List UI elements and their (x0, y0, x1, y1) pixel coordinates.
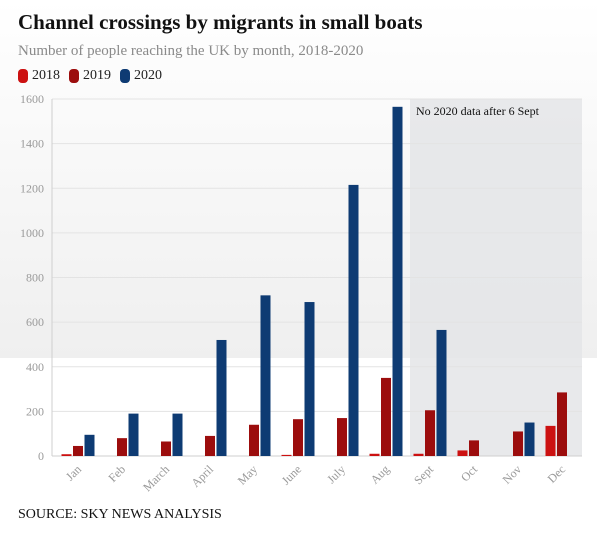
y-tick-label: 0 (38, 449, 44, 463)
x-tick-label: Dec (545, 462, 569, 486)
annotation-text: No 2020 data after 6 Sept (416, 104, 540, 118)
chart-title: Channel crossings by migrants in small b… (18, 10, 423, 34)
x-tick-label: Sept (411, 462, 436, 487)
legend-label-2019: 2019 (83, 68, 111, 83)
bar-2019-july (337, 418, 347, 456)
x-tick-label: Nov (500, 462, 525, 487)
x-tick-label: Feb (105, 462, 128, 485)
y-tick-label: 200 (26, 404, 44, 418)
bar-2020-may (260, 295, 271, 456)
y-tick-label: 800 (26, 271, 44, 285)
bar-2019-sept (425, 410, 435, 456)
legend-item-2020: 2020 (120, 68, 162, 84)
x-tick-label: Aug (368, 462, 393, 487)
x-tick-label: June (279, 462, 304, 487)
bar-2018-sept (413, 453, 424, 456)
y-tick-label: 1000 (20, 226, 44, 240)
y-tick-label: 400 (26, 360, 44, 374)
legend-label-2018: 2018 (32, 68, 60, 83)
x-tick-label: May (235, 462, 260, 487)
legend-swatch-2020 (120, 69, 130, 83)
legend-swatch-2018 (18, 69, 28, 83)
y-tick-label: 1600 (20, 92, 44, 106)
bar-2020-july (348, 184, 359, 456)
y-tick-label: 600 (26, 315, 44, 329)
bar-2018-dec (545, 425, 556, 456)
bar-2018-june (281, 454, 292, 456)
x-tick-label: Oct (458, 462, 481, 485)
y-tick-label: 1200 (20, 181, 44, 195)
bar-2019-nov (513, 431, 523, 456)
bar-2019-aug (381, 377, 391, 456)
legend: 2018 2019 2020 (18, 67, 171, 85)
bar-2019-march (161, 441, 171, 456)
bar-2020-april (216, 339, 227, 456)
bar-2020-june (304, 302, 315, 456)
bar-2019-dec (557, 392, 567, 456)
bar-2019-may (249, 424, 259, 456)
x-tick-label: April (188, 462, 216, 490)
bar-2018-aug (369, 453, 380, 456)
bar-2019-june (293, 419, 303, 456)
bar-2019-oct (469, 440, 479, 456)
bar-2020-nov (524, 422, 535, 456)
bar-2019-jan (73, 445, 83, 456)
bar-2019-april (205, 435, 215, 456)
source-note: SOURCE: SKY NEWS ANALYSIS (18, 507, 222, 522)
bar-2018-oct (457, 450, 468, 456)
bar-2020-sept (436, 329, 447, 456)
bar-2020-aug (392, 106, 403, 456)
x-tick-label: March (140, 462, 172, 494)
legend-item-2019: 2019 (69, 68, 111, 84)
legend-item-2018: 2018 (18, 68, 60, 84)
bar-2020-jan (84, 434, 95, 456)
bar-2020-march (172, 413, 183, 456)
x-tick-label: Jan (63, 462, 84, 483)
bar-2019-feb (117, 438, 127, 456)
y-tick-label: 1400 (20, 137, 44, 151)
legend-swatch-2019 (69, 69, 79, 83)
bar-2020-feb (128, 413, 139, 456)
chart-subtitle: Number of people reaching the UK by mont… (18, 43, 364, 59)
x-tick-label: July (324, 462, 348, 486)
bar-2018-jan (61, 454, 72, 456)
legend-label-2020: 2020 (134, 68, 162, 83)
